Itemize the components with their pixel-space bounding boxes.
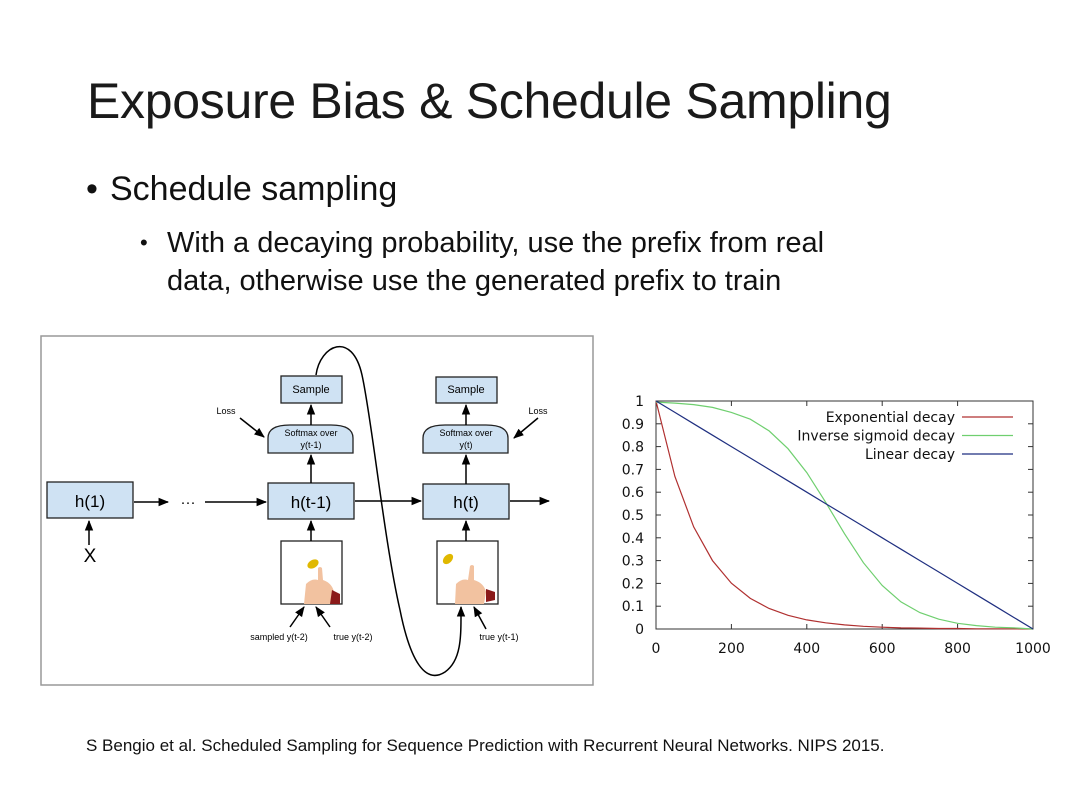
series-line-0: [655, 400, 1034, 630]
legend-label: Linear decay: [865, 447, 955, 463]
y-tick-label: 0.4: [622, 531, 644, 547]
sub-bullet-line: data, otherwise use the generated prefix…: [167, 265, 782, 297]
sample-label-1: Sample: [292, 384, 329, 396]
sampled-prev-label: sampled y(t-2): [250, 632, 308, 642]
loss-label-1: Loss: [216, 406, 236, 416]
bullet-text: Schedule sampling: [110, 170, 398, 208]
bullet-dot: •: [140, 230, 148, 255]
coin-flip-icon: [280, 540, 343, 605]
legend-label: Inverse sigmoid decay: [797, 429, 955, 445]
y-tick-label: 0.1: [622, 599, 644, 615]
y-tick-label: 1: [635, 394, 644, 410]
y-tick-label: 0: [635, 622, 644, 638]
y-tick-label: 0.2: [622, 576, 644, 592]
sample-box-1: [280, 375, 343, 404]
loss-label-2: Loss: [528, 406, 548, 416]
ht1-label: h(t-1): [291, 493, 332, 512]
legend-label: Exponential decay: [826, 410, 955, 426]
y-tick-label: 0.9: [622, 417, 644, 433]
sample-label-2: Sample: [447, 384, 484, 396]
ellipsis: ···: [181, 494, 196, 511]
y-tick-label: 0.8: [622, 440, 644, 456]
x-tick-label: 800: [944, 641, 971, 657]
softmax-box-2: [422, 424, 509, 454]
y-tick-label: 0.6: [622, 485, 644, 501]
ht1-box: [267, 482, 355, 520]
softmax-label-1: Softmax over: [284, 428, 337, 438]
y-tick-label: 0.5: [622, 508, 644, 524]
bullet-dot: •: [86, 170, 98, 208]
softmax-label-1b: y(t-1): [301, 440, 322, 450]
h1-box: [46, 481, 134, 519]
x-tick-label: 400: [793, 641, 820, 657]
y-tick-label: 0.3: [622, 554, 644, 570]
y-tick-label: 0.7: [622, 462, 644, 478]
series-line-1: [655, 401, 1034, 630]
series-line-2: [655, 400, 1034, 630]
true-prev1-label: true y(t-1): [479, 632, 518, 642]
input-x-label: X: [84, 546, 97, 567]
sub-bullet-line: With a decaying probability, use the pre…: [167, 227, 825, 259]
x-tick-label: 0: [652, 641, 661, 657]
coin-flip-icon: [436, 540, 499, 605]
x-tick-label: 200: [718, 641, 745, 657]
h1-label: h(1): [75, 492, 105, 511]
sample-box-2: [435, 376, 498, 404]
x-tick-label: 600: [869, 641, 896, 657]
softmax-label-2b: y(t): [460, 440, 473, 450]
softmax-label-2: Softmax over: [439, 428, 492, 438]
softmax-box-1: [267, 424, 354, 454]
slide-title: Exposure Bias & Schedule Sampling: [87, 73, 892, 129]
citation-footer: S Bengio et al. Scheduled Sampling for S…: [86, 736, 885, 755]
true-prev2-label: true y(t-2): [333, 632, 372, 642]
sub-bullet-item: • With a decaying probability, use the p…: [140, 224, 824, 300]
ht-box: [422, 483, 510, 520]
bullet-item: • Schedule sampling: [86, 170, 397, 209]
x-tick-label: 1000: [1015, 641, 1051, 657]
ht-label: h(t): [453, 493, 479, 512]
